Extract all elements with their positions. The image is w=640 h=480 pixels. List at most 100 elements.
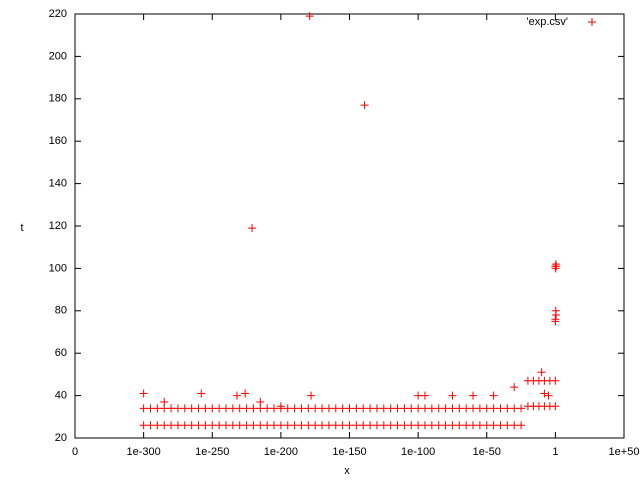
point (331, 404, 340, 413)
point (248, 224, 257, 233)
point (496, 404, 505, 413)
point (503, 404, 512, 413)
point (249, 421, 258, 430)
point (475, 404, 484, 413)
point (359, 404, 368, 413)
point (469, 421, 478, 430)
point (386, 404, 395, 413)
legend-marker (588, 18, 596, 26)
point (167, 421, 176, 430)
point (448, 421, 457, 430)
point (235, 421, 244, 430)
y-tick-label: 200 (49, 50, 67, 62)
point (510, 383, 519, 392)
y-tick-label: 80 (55, 305, 67, 317)
point (544, 391, 553, 400)
point (448, 391, 457, 400)
point (510, 404, 519, 413)
point (235, 404, 244, 413)
point (160, 421, 169, 430)
point (359, 421, 368, 430)
point (241, 389, 250, 398)
point (256, 397, 265, 406)
point (187, 404, 196, 413)
point (263, 421, 272, 430)
point (167, 404, 176, 413)
point (400, 404, 409, 413)
point (256, 421, 265, 430)
point (276, 402, 285, 411)
y-tick-label: 40 (55, 390, 67, 402)
point (228, 421, 237, 430)
point (379, 421, 388, 430)
point (270, 404, 279, 413)
point (517, 421, 526, 430)
point (324, 421, 333, 430)
point (208, 421, 217, 430)
y-tick-label: 140 (49, 178, 67, 190)
point (551, 264, 560, 273)
y-tick-label: 160 (49, 135, 67, 147)
x-tick-label: 1e-300 (126, 446, 160, 458)
x-tick-label: 1e+50 (609, 446, 640, 458)
point (263, 404, 272, 413)
point (194, 404, 203, 413)
point (276, 421, 285, 430)
y-tick-label: 180 (49, 93, 67, 105)
point (517, 404, 526, 413)
point (455, 421, 464, 430)
x-tick-label: 1e-150 (332, 446, 366, 458)
point (338, 404, 347, 413)
y-tick-label: 20 (55, 432, 67, 444)
point (551, 376, 560, 385)
x-tick-label: 1 (552, 446, 558, 458)
y-axis-label: t (20, 222, 23, 234)
point (153, 421, 162, 430)
point (290, 421, 299, 430)
point (427, 404, 436, 413)
point (283, 421, 292, 430)
point (366, 404, 375, 413)
x-tick-label: 1e-100 (401, 446, 435, 458)
point (496, 421, 505, 430)
point (462, 404, 471, 413)
point (407, 421, 416, 430)
point (441, 421, 450, 430)
point (173, 404, 182, 413)
point (434, 421, 443, 430)
point (489, 421, 498, 430)
point (551, 317, 560, 326)
point (194, 421, 203, 430)
point (187, 421, 196, 430)
point (180, 404, 189, 413)
point (201, 404, 210, 413)
y-tick-label: 120 (49, 220, 67, 232)
x-tick-label: 1e-50 (473, 446, 501, 458)
x-axis-label: x (344, 465, 350, 477)
point (197, 389, 206, 398)
point (318, 421, 327, 430)
point (414, 404, 423, 413)
point (360, 101, 369, 110)
point (407, 404, 416, 413)
y-tick-label: 220 (49, 8, 67, 20)
point (366, 421, 375, 430)
point (420, 404, 429, 413)
y-tick-label: 60 (55, 347, 67, 359)
x-tick-label: 1e-250 (195, 446, 229, 458)
point (434, 404, 443, 413)
point (311, 421, 320, 430)
point (215, 404, 224, 413)
point (201, 421, 210, 430)
point (160, 397, 169, 406)
point (386, 421, 395, 430)
point (215, 421, 224, 430)
x-tick-label: 1e-200 (264, 446, 298, 458)
point (307, 391, 316, 400)
point (345, 421, 354, 430)
point (489, 391, 498, 400)
point (249, 404, 258, 413)
point (304, 421, 313, 430)
point (503, 421, 512, 430)
point (290, 404, 299, 413)
